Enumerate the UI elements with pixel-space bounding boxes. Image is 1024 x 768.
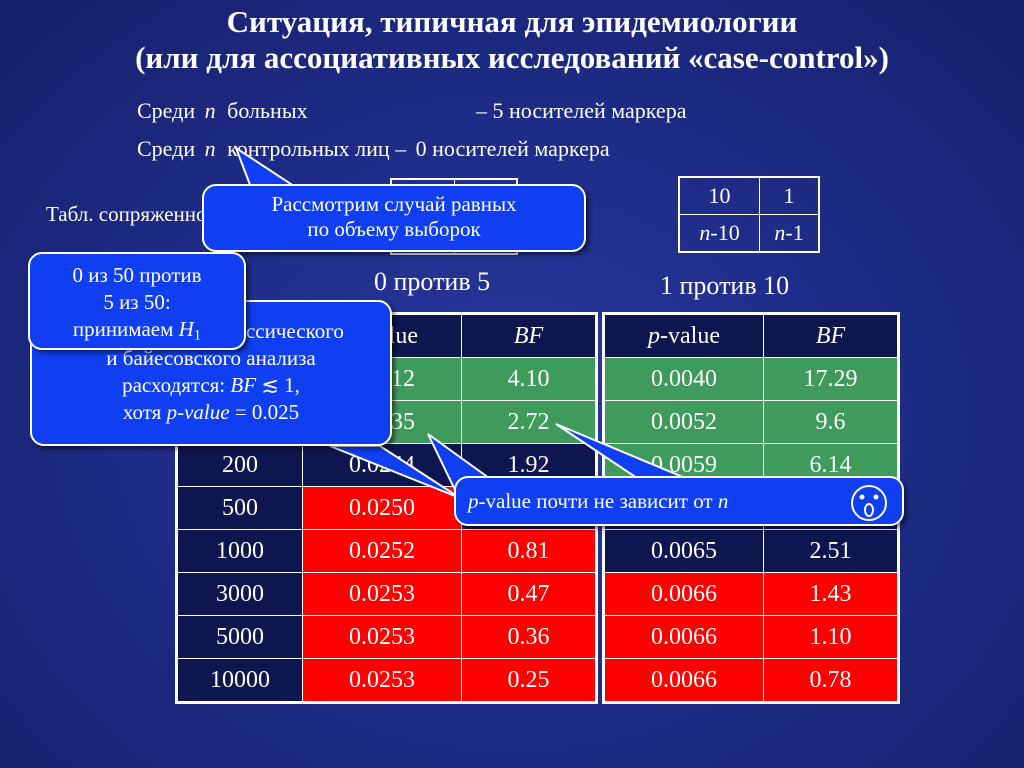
intro-row-1: Среди n больных (137, 98, 308, 124)
callout-diverge-line-3-b: ≲ 1, (261, 373, 300, 397)
cell-n: 10000 (176, 658, 303, 703)
ct-cell: 1 (759, 176, 820, 215)
cell-bf: 9.6 (763, 400, 899, 444)
callout-diverge-line-4-b: = 0.025 (234, 400, 300, 424)
cell-bf: 0.47 (461, 572, 597, 616)
callout-equal-line-2: по объему выборок (307, 217, 481, 241)
col-header-bf: BF (763, 313, 899, 358)
table-row: 0.0040 17.29 (603, 357, 899, 401)
callout-pvalue-p: p (468, 489, 479, 513)
callout-pvalue-independent: p-value почти не зависит от n (454, 476, 904, 526)
callout-zero-line-2: 5 из 50: (103, 290, 171, 314)
cell-pvalue: 0.0253 (302, 615, 462, 659)
intro-row-2-b: контрольных лиц – (227, 136, 407, 161)
callout-zero-line-1: 0 из 50 против (72, 263, 202, 287)
cell-pvalue: 0.0040 (603, 357, 764, 401)
cell-n: 500 (176, 486, 303, 530)
cell-bf: 0.36 (461, 615, 597, 659)
callout-diverge-bf: BF (230, 373, 257, 397)
intro-row-1-c: – 5 носителей маркера (476, 98, 687, 123)
ct-cell-n: n (774, 220, 786, 245)
cell-n: 5000 (176, 615, 303, 659)
intro-row-2: Среди n контрольных лиц – 0 носителей ма… (137, 136, 610, 162)
ct-cell: n-1 (759, 214, 820, 253)
table-row: 0.0066 1.10 (603, 615, 899, 659)
cell-pvalue: 0.0250 (302, 486, 462, 530)
intro-row-1-b: больных (227, 98, 308, 123)
right-contingency-table: 10 1 n-10 n-1 (678, 176, 820, 253)
table-row: 10000 0.0253 0.25 (176, 658, 597, 703)
table-row: 0.0066 0.78 (603, 658, 899, 703)
callout-diverge-line-2: и байесовского анализа (106, 346, 316, 370)
cell-pvalue: 0.0065 (603, 529, 764, 573)
callout-tail-pvalue-right (555, 423, 691, 481)
cell-pvalue: 0.0052 (603, 400, 764, 444)
cell-bf: 17.29 (763, 357, 899, 401)
ct-cell-rest: -1 (785, 220, 804, 245)
table-row: 0.0052 9.6 (603, 400, 899, 444)
callout-diverge-line-3-a: расходятся: (122, 373, 226, 397)
cell-pvalue: 0.0253 (302, 572, 462, 616)
left-table-heading: 0 против 5 (374, 267, 491, 296)
ct-cell-n: n (699, 220, 711, 245)
title-line-1: Ситуация, типичная для эпидемиологии (226, 4, 798, 39)
col-header-pvalue: p-value (603, 313, 764, 358)
cell-n: 1000 (176, 529, 303, 573)
col-header-bf: BF (461, 313, 597, 358)
cell-pvalue: 0.0253 (302, 658, 462, 703)
intro-row-2-n: n (204, 136, 216, 161)
col-header-value: -value (660, 322, 720, 349)
callout-pvalue-text: -value почти не зависит от (478, 489, 713, 513)
col-header-p: p (648, 322, 661, 349)
callout-tail-diverge (329, 445, 461, 499)
callout-diverge-line-3: расходятся: BF ≲ 1, (32, 372, 390, 399)
table-row: 0.0065 2.51 (603, 529, 899, 573)
right-table-heading: 1 против 10 (660, 271, 790, 300)
table-header-row: p-value BF (603, 313, 899, 358)
table-row: 0.0066 1.43 (603, 572, 899, 616)
ct-cell-rest: -10 (710, 220, 740, 245)
ct-cell: n-10 (678, 214, 761, 253)
cell-bf: 4.10 (461, 357, 597, 401)
cell-bf: 1.43 (763, 572, 899, 616)
cell-pvalue: 0.0252 (302, 529, 462, 573)
cell-bf: 0.25 (461, 658, 597, 703)
table-row: 3000 0.0253 0.47 (176, 572, 597, 616)
surprised-face-icon (851, 485, 887, 521)
cell-bf: 2.51 (763, 529, 899, 573)
callout-zero-line-3: принимаем H1 (30, 316, 244, 350)
cell-bf: 1.10 (763, 615, 899, 659)
cell-pvalue: 0.0066 (603, 572, 764, 616)
cell-pvalue: 0.0066 (603, 615, 764, 659)
intro-row-1-n: n (204, 98, 216, 123)
callout-zero-h: H (178, 317, 194, 341)
title-line-2: (или для ассоциативных исследований «cas… (135, 40, 889, 75)
slide-title: Ситуация, типичная для эпидемиологии (ил… (0, 4, 1024, 76)
intro-row-1-a: Среди (137, 98, 196, 123)
callout-equal-line-1: Рассмотрим случай равных (271, 192, 517, 216)
cell-bf: 0.81 (461, 529, 597, 573)
intro-row-2-a: Среди (137, 136, 196, 161)
callout-diverge-line-4: хотя p-value = 0.025 (32, 399, 390, 426)
callout-diverge-pvalue: p-value (166, 400, 230, 424)
cell-bf: 0.78 (763, 658, 899, 703)
callout-zero-h-sub: 1 (193, 327, 202, 344)
callout-zero-of-50: 0 из 50 против 5 из 50: принимаем H1 (28, 252, 246, 350)
callout-zero-line-3-a: принимаем (72, 317, 174, 341)
callout-pvalue-n: n (717, 489, 729, 513)
table-row: 5000 0.0253 0.36 (176, 615, 597, 659)
ct-cell: 10 (678, 176, 761, 215)
intro-row-2-c: 0 носителей маркера (415, 136, 610, 161)
callout-equal-samples: Рассмотрим случай равных по объему выбор… (202, 184, 586, 252)
table-row: 1000 0.0252 0.81 (176, 529, 597, 573)
callout-diverge-line-4-a: хотя (122, 400, 162, 424)
cell-n: 3000 (176, 572, 303, 616)
